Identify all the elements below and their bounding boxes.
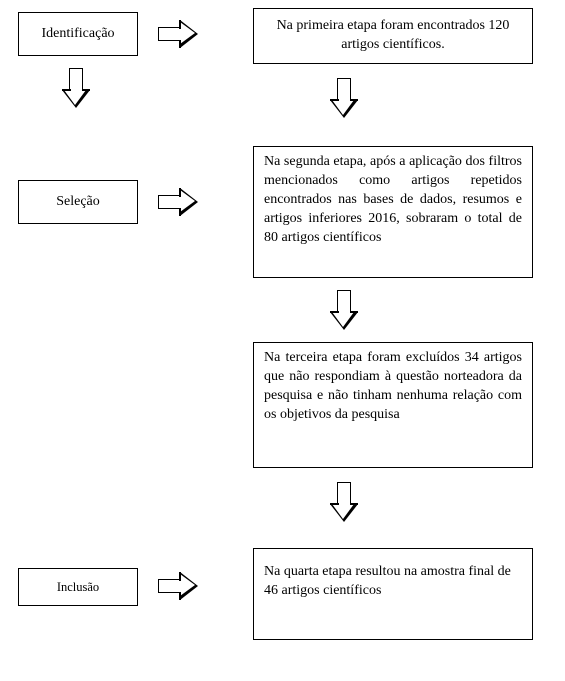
step-text: Na primeira etapa foram encontrados 120 …: [264, 17, 522, 55]
stage-label-text: Inclusão: [57, 579, 99, 596]
arrow-right-icon: [158, 20, 202, 48]
stage-label-selecao: Seleção: [18, 180, 138, 224]
arrow-down-icon: [330, 482, 358, 526]
stage-label-text: Identificação: [41, 25, 114, 44]
stage-label-identificacao: Identificação: [18, 12, 138, 56]
stage-label-inclusao: Inclusão: [18, 568, 138, 606]
step-box-2: Na segunda etapa, após a aplicação dos f…: [253, 146, 533, 278]
step-text: Na terceira etapa foram excluídos 34 art…: [264, 349, 522, 425]
step-text: Na quarta etapa resultou na amostra fina…: [264, 563, 522, 601]
arrow-down-icon: [330, 78, 358, 122]
arrow-right-icon: [158, 188, 202, 216]
arrow-right-icon: [158, 572, 202, 600]
step-box-1: Na primeira etapa foram encontrados 120 …: [253, 8, 533, 64]
stage-label-text: Seleção: [56, 193, 100, 212]
arrow-down-icon: [330, 290, 358, 334]
flowchart-canvas: Identificação Seleção Inclusão Na primei…: [0, 0, 565, 681]
step-text: Na segunda etapa, após a aplicação dos f…: [264, 153, 522, 247]
arrow-down-icon: [62, 68, 90, 112]
step-box-3: Na terceira etapa foram excluídos 34 art…: [253, 342, 533, 468]
step-box-4: Na quarta etapa resultou na amostra fina…: [253, 548, 533, 640]
